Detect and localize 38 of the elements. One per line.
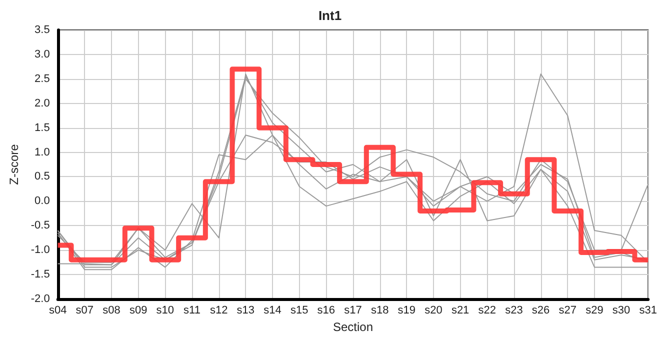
- x-tick-label: s17: [344, 304, 362, 316]
- chart-title: Int1: [318, 8, 342, 23]
- x-tick-label: s18: [370, 304, 389, 316]
- x-tick-label: s09: [129, 304, 148, 316]
- y-tick-label: 2.0: [34, 97, 50, 110]
- x-tick-label: s11: [184, 304, 200, 316]
- y-tick-label: 1.0: [34, 146, 50, 158]
- y-tick-label: 2.5: [34, 72, 50, 85]
- y-tick-label: 1.5: [34, 122, 50, 134]
- x-tick-label: s13: [236, 304, 255, 316]
- x-tick-label: s12: [210, 304, 228, 316]
- x-tick-label: s07: [76, 304, 94, 316]
- x-tick-label: s04: [48, 304, 67, 316]
- x-tick-label: s31: [639, 304, 658, 316]
- x-tick-label: s23: [505, 304, 523, 316]
- y-tick-label: -2.0: [30, 293, 50, 305]
- x-tick-label: s08: [102, 304, 120, 316]
- x-tick-label: s15: [290, 304, 308, 316]
- x-tick-label: s30: [612, 304, 630, 316]
- x-tick-label: s10: [156, 304, 174, 316]
- y-tick-label: 0.5: [34, 170, 50, 183]
- y-axis-title: Z-score: [7, 144, 21, 185]
- x-axis-title: Section: [332, 320, 374, 334]
- x-tick-label: s22: [478, 304, 496, 316]
- y-tick-label: -1.5: [30, 268, 50, 281]
- y-tick-label: 3.0: [34, 48, 50, 60]
- y-tick-label: -1.0: [30, 244, 50, 256]
- x-tick-label: s29: [586, 304, 604, 316]
- y-tick-label: 0.0: [34, 195, 50, 208]
- x-tick-label: s16: [317, 304, 336, 316]
- x-tick-label: s21: [451, 304, 470, 316]
- y-tick-label: -0.5: [30, 220, 50, 232]
- x-tick-label: s19: [398, 304, 416, 316]
- x-tick-label: s26: [532, 304, 550, 316]
- x-tick-label: s27: [558, 304, 577, 316]
- x-tick-label: s14: [264, 304, 282, 316]
- y-tick-label: 3.5: [34, 24, 50, 36]
- x-tick-label: s20: [424, 304, 442, 316]
